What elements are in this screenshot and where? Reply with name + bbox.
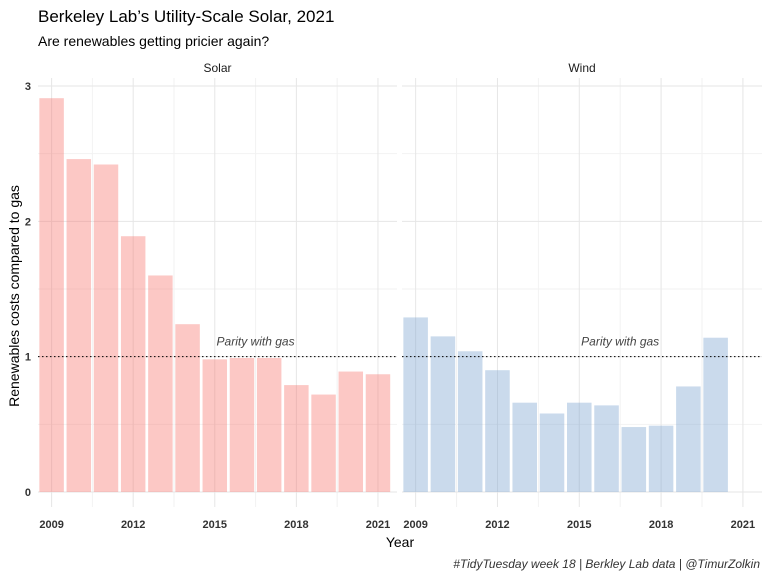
bar-wind-2016 [594, 405, 619, 492]
facet-wind: Wind Parity with gas 2009 2012 2015 2018 2021 [402, 61, 762, 531]
x-tick-label: 2021 [731, 519, 755, 531]
bar-solar-2019 [311, 394, 336, 492]
bar-wind-2010 [430, 336, 456, 492]
bar-solar-2013 [148, 275, 173, 492]
bar-wind-2015 [567, 402, 592, 492]
bar-solar-2015 [202, 359, 228, 492]
x-tick-label: 2009 [403, 519, 427, 531]
chart-title: Berkeley Lab’s Utility-Scale Solar, 2021 [38, 7, 334, 26]
parity-annotation: Parity with gas [217, 335, 295, 349]
bar-wind-2018 [648, 425, 674, 492]
x-tick-label: 2009 [39, 519, 63, 531]
facet-solar: Solar Parity with gas 2009 2012 2015 2018 2021… [25, 61, 397, 531]
x-tick-label: 2012 [485, 519, 509, 531]
x-tick-label: 2015 [203, 519, 227, 531]
bar-wind-2014 [539, 413, 565, 492]
y-tick-label: 2 [25, 216, 31, 228]
x-tick-label: 2015 [567, 519, 591, 531]
x-tick-label: 2021 [366, 519, 390, 531]
bar-wind-2019 [676, 386, 701, 492]
facet-panels: Solar Parity with gas 2009 2012 2015 2018 2021… [25, 61, 762, 531]
bar-solar-2014 [175, 324, 200, 492]
bar-solar-2016 [229, 358, 255, 492]
chart-subtitle: Are renewables getting pricier again? [38, 33, 269, 49]
facet-strip-label: Solar [203, 61, 231, 75]
x-tick-label: 2012 [121, 519, 145, 531]
bar-solar-2021 [365, 374, 391, 492]
bar-solar-2018 [284, 385, 309, 492]
y-tick-label: 3 [25, 81, 31, 93]
parity-annotation: Parity with gas [581, 335, 659, 349]
y-tick-label: 1 [25, 352, 31, 364]
y-tick-label: 0 [25, 487, 31, 499]
bar-wind-2013 [512, 402, 537, 492]
bar-solar-2009 [39, 98, 64, 493]
bar-solar-2012 [120, 236, 146, 492]
x-tick-label: 2018 [649, 519, 673, 531]
x-axis-title: Year [386, 534, 415, 550]
bar-wind-2020 [703, 337, 728, 492]
bar-wind-2009 [403, 317, 428, 492]
bar-wind-2012 [485, 370, 510, 492]
chart-caption: #TidyTuesday week 18 | Berkley Lab data … [453, 557, 760, 571]
bar-wind-2017 [621, 427, 647, 492]
bar-solar-2010 [66, 159, 92, 492]
bar-solar-2020 [338, 371, 364, 492]
y-axis-title: Renewables costs compared to gas [6, 185, 22, 407]
bar-solar-2017 [256, 358, 282, 492]
x-tick-label: 2018 [284, 519, 308, 531]
facet-strip-label: Wind [568, 61, 595, 75]
bar-wind-2011 [457, 351, 483, 492]
bar-solar-2011 [93, 164, 119, 492]
